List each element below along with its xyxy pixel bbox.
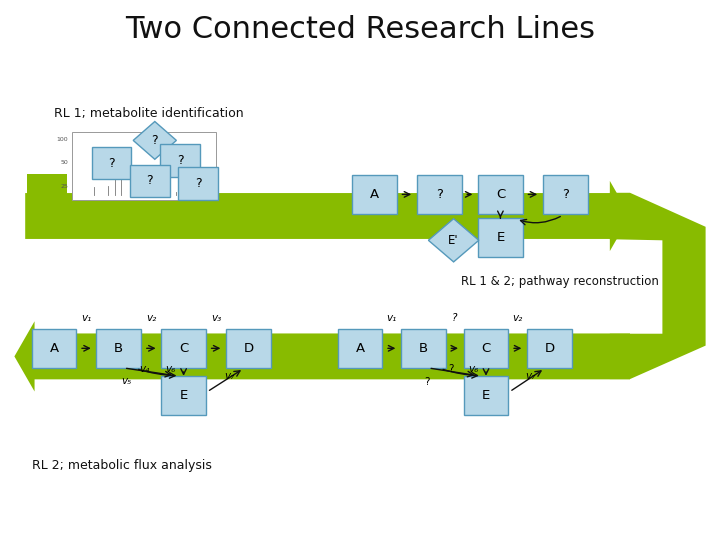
Bar [72, 132, 216, 200]
Text: 25: 25 [60, 184, 68, 189]
FancyBboxPatch shape [464, 376, 508, 415]
FancyBboxPatch shape [464, 329, 508, 368]
Text: v₂: v₂ [146, 313, 156, 323]
Text: D: D [243, 342, 253, 355]
FancyBboxPatch shape [543, 175, 588, 214]
Polygon shape [25, 181, 630, 251]
Text: 100: 100 [57, 137, 68, 141]
FancyBboxPatch shape [478, 175, 523, 214]
Text: v₁: v₁ [387, 313, 397, 323]
Text: A: A [370, 188, 379, 201]
Text: B: B [114, 342, 123, 355]
Polygon shape [133, 122, 176, 159]
Text: C: C [482, 342, 490, 355]
Text: v₇: v₇ [224, 371, 234, 381]
Text: 50: 50 [60, 160, 68, 165]
FancyBboxPatch shape [92, 147, 132, 179]
Text: A: A [50, 342, 58, 355]
FancyBboxPatch shape [160, 144, 200, 177]
Text: E: E [496, 231, 505, 244]
Polygon shape [14, 321, 630, 392]
Bar [27, 174, 67, 217]
Text: v₇: v₇ [526, 371, 536, 381]
Text: ?: ? [436, 188, 443, 201]
FancyBboxPatch shape [130, 165, 170, 197]
Text: ?: ? [562, 188, 569, 201]
Polygon shape [610, 193, 706, 379]
Text: v₁: v₁ [81, 313, 91, 323]
Text: E': E' [449, 234, 459, 247]
Text: v₆: v₆ [468, 364, 478, 374]
Text: ?: ? [176, 154, 184, 167]
Text: E: E [482, 389, 490, 402]
Text: v₅: v₅ [121, 376, 131, 386]
Text: Two Connected Research Lines: Two Connected Research Lines [125, 15, 595, 44]
FancyBboxPatch shape [161, 376, 206, 415]
FancyBboxPatch shape [527, 329, 572, 368]
Text: ?: ? [146, 174, 153, 187]
Text: ?: ? [448, 364, 454, 374]
Text: ?: ? [452, 313, 457, 323]
Text: RL 1; metabolite identification: RL 1; metabolite identification [54, 107, 243, 120]
Text: v₆: v₆ [166, 364, 176, 374]
Text: C: C [496, 188, 505, 201]
Text: D: D [544, 342, 554, 355]
Text: ?: ? [194, 177, 202, 190]
FancyBboxPatch shape [478, 218, 523, 257]
FancyBboxPatch shape [338, 329, 382, 368]
FancyBboxPatch shape [96, 329, 141, 368]
Polygon shape [428, 219, 479, 262]
Text: ?: ? [424, 377, 430, 387]
FancyBboxPatch shape [417, 175, 462, 214]
Text: v₃: v₃ [211, 313, 221, 323]
FancyBboxPatch shape [352, 175, 397, 214]
Text: RL 2; metabolic flux analysis: RL 2; metabolic flux analysis [32, 459, 212, 472]
Text: B: B [419, 342, 428, 355]
Text: C: C [179, 342, 188, 355]
FancyBboxPatch shape [32, 329, 76, 368]
Text: ?: ? [108, 157, 115, 170]
FancyBboxPatch shape [179, 167, 218, 200]
Text: v₂: v₂ [513, 313, 523, 323]
FancyBboxPatch shape [401, 329, 446, 368]
Text: A: A [356, 342, 364, 355]
Text: ?: ? [151, 134, 158, 147]
Text: RL 1 & 2; pathway reconstruction: RL 1 & 2; pathway reconstruction [461, 275, 659, 288]
FancyBboxPatch shape [226, 329, 271, 368]
FancyBboxPatch shape [161, 329, 206, 368]
Text: v₄: v₄ [139, 364, 149, 374]
Text: E: E [179, 389, 188, 402]
